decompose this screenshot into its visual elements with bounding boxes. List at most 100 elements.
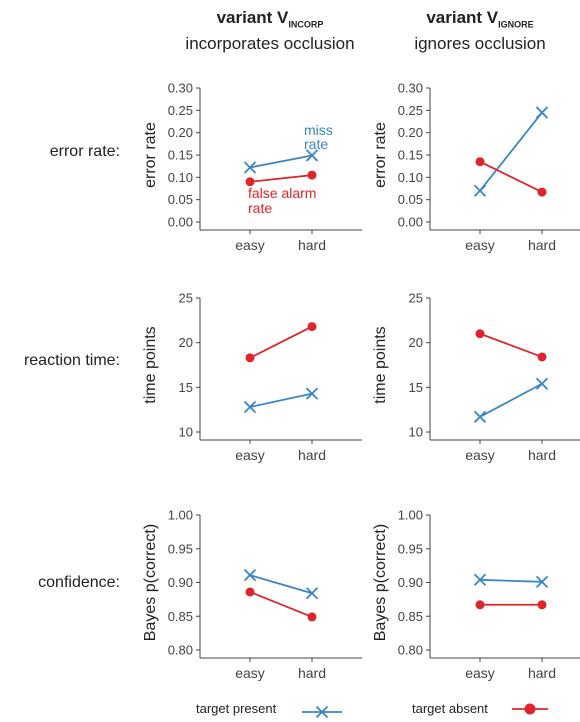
series-line-target-absent: [249, 325, 313, 359]
y-tick-label: 25: [179, 291, 193, 306]
series-line-target-present: [249, 574, 313, 595]
y-tick-label: 0.15: [398, 148, 423, 163]
column-subtitle: incorporates occlusion: [185, 34, 355, 54]
y-tick-label: 15: [409, 380, 423, 395]
y-tick-label: 0.80: [398, 643, 423, 658]
y-tick-label: 20: [409, 335, 423, 350]
y-tick-label: 0.95: [168, 541, 193, 556]
data-point-target-absent: [475, 600, 485, 610]
y-tick-label: 0.00: [398, 215, 423, 230]
y-tick-label: 15: [179, 380, 193, 395]
x-tick-label: hard: [528, 665, 556, 681]
y-tick-label: 0.05: [398, 192, 423, 207]
series-line-target-present: [479, 112, 543, 192]
y-tick-label: 0.30: [168, 81, 193, 96]
y-tick-label: 0.95: [398, 541, 423, 556]
column-title-prefix: variant V: [426, 8, 499, 27]
y-tick-label: 0.20: [168, 125, 193, 140]
y-tick-label: 0.05: [168, 192, 193, 207]
annotation-false-alarm-rate: false alarm: [248, 185, 316, 201]
x-tick-label: easy: [465, 447, 495, 463]
y-tick-label: 0.10: [398, 170, 423, 185]
series-line-target-absent: [479, 160, 543, 193]
y-tick-label: 20: [179, 335, 193, 350]
data-point-target-absent: [475, 329, 485, 339]
y-axis-label: time points: [142, 326, 159, 403]
y-tick-label: 0.00: [168, 215, 193, 230]
series-line-target-present: [479, 578, 543, 583]
x-tick-label: hard: [528, 447, 556, 463]
x-tick-label: hard: [528, 237, 556, 253]
y-axis-label: time points: [372, 326, 389, 403]
y-axis-label: error rate: [142, 122, 159, 188]
row-label-reaction-time: reaction time:: [23, 352, 120, 369]
y-tick-label: 0.80: [168, 643, 193, 658]
data-point-target-present-b: [535, 377, 549, 390]
data-point-target-present-b: [473, 184, 487, 197]
data-point-target-absent: [307, 322, 317, 332]
legend-marker-target-absent: [524, 703, 536, 715]
y-tick-label: 10: [179, 425, 193, 440]
series-line-target-present: [479, 382, 543, 418]
y-tick-label: 0.85: [168, 609, 193, 624]
legend-label-target-present: target present: [196, 701, 277, 716]
data-point-target-present-b: [473, 410, 487, 423]
y-tick-label: 25: [409, 291, 423, 306]
y-axis-label: error rate: [372, 122, 389, 188]
x-tick-label: easy: [465, 665, 495, 681]
x-tick-label: hard: [298, 665, 326, 681]
data-point-target-present-b: [535, 575, 549, 588]
y-tick-label: 0.30: [398, 81, 423, 96]
y-tick-label: 0.10: [168, 170, 193, 185]
data-point-target-absent: [537, 600, 547, 610]
annotation-miss-rate: miss: [304, 122, 333, 138]
row-label-confidence: confidence:: [38, 574, 120, 591]
column-title-subscript: IGNORE: [498, 19, 534, 30]
data-point-target-absent: [245, 177, 255, 187]
data-point-target-present-b: [243, 568, 257, 582]
column-title-subscript: INCORP: [288, 19, 324, 30]
y-axis-label: Bayes p(correct): [372, 524, 389, 641]
x-tick-label: hard: [298, 237, 326, 253]
column-subtitle: ignores occlusion: [414, 34, 546, 54]
legend-marker-target-present-b: [315, 705, 329, 719]
y-tick-label: 0.25: [398, 103, 423, 118]
y-tick-label: 1.00: [398, 508, 423, 523]
annotation-miss-rate: rate: [304, 136, 328, 152]
data-point-target-present-b: [305, 587, 319, 600]
data-point-target-present-b: [305, 149, 319, 162]
row-label-error-rate: error rate:: [49, 143, 120, 160]
y-tick-label: 0.85: [398, 609, 423, 624]
column-title-prefix: variant V: [216, 8, 289, 27]
y-tick-label: 0.90: [398, 575, 423, 590]
data-point-target-present-b: [305, 387, 319, 400]
column-title-incorp: variant VINCORP incorporates occlusion: [160, 8, 380, 53]
x-tick-label: easy: [465, 237, 495, 253]
data-point-target-absent: [537, 352, 547, 362]
x-tick-label: easy: [235, 237, 265, 253]
data-point-target-absent: [475, 157, 485, 167]
y-tick-label: 10: [409, 425, 423, 440]
x-tick-label: easy: [235, 447, 265, 463]
data-point-target-absent: [307, 612, 317, 622]
series-line-target-absent: [249, 174, 313, 183]
column-title-ignore: variant VIGNORE ignores occlusion: [390, 8, 570, 53]
y-tick-label: 1.00: [168, 508, 193, 523]
data-point-target-absent: [245, 587, 255, 597]
data-point-target-present-b: [243, 400, 257, 414]
x-tick-label: hard: [298, 447, 326, 463]
y-tick-label: 0.15: [168, 148, 193, 163]
data-point-target-present-b: [473, 573, 487, 586]
series-line-target-present: [249, 392, 313, 408]
y-axis-label: Bayes p(correct): [142, 524, 159, 641]
legend-label-target-absent: target absent: [412, 701, 488, 716]
series-line-target-absent: [479, 332, 543, 358]
data-point-target-absent: [537, 187, 547, 197]
data-point-target-absent: [307, 170, 317, 180]
annotation-false-alarm-rate: rate: [248, 200, 272, 216]
y-tick-label: 0.25: [168, 103, 193, 118]
x-tick-label: easy: [235, 665, 265, 681]
data-point-target-present-b: [243, 161, 257, 174]
y-tick-label: 0.90: [168, 575, 193, 590]
